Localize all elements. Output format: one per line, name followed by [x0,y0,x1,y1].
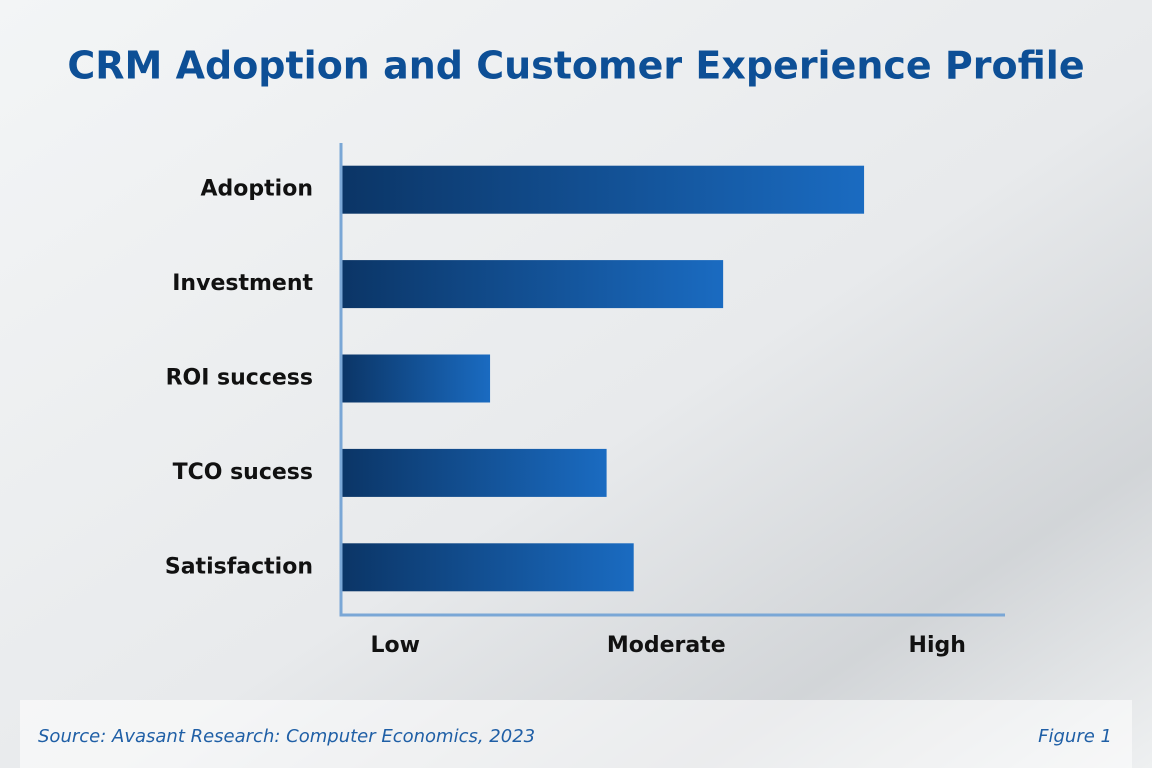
x-tick-label: High [909,633,966,658]
y-tick-label: Investment [172,271,313,296]
y-tick-label: Adoption [201,177,313,202]
footer-band [20,700,1132,768]
source: Source: Avasant Research: Computer Econo… [38,726,535,747]
x-tick-label: Low [370,633,419,658]
figure-label: Figure 1 [1038,726,1112,747]
y-tick-label: Satisfaction [165,554,313,579]
y-tick-label: ROI success [166,366,313,391]
chart-title: CRM Adoption and Customer Experience Pro… [67,44,1084,88]
bar [341,543,634,592]
bar [341,260,724,309]
bar [341,448,607,497]
bar [341,354,491,403]
y-tick-label: TCO sucess [173,460,313,485]
x-tick-label: Moderate [607,633,726,658]
bar [341,165,865,214]
